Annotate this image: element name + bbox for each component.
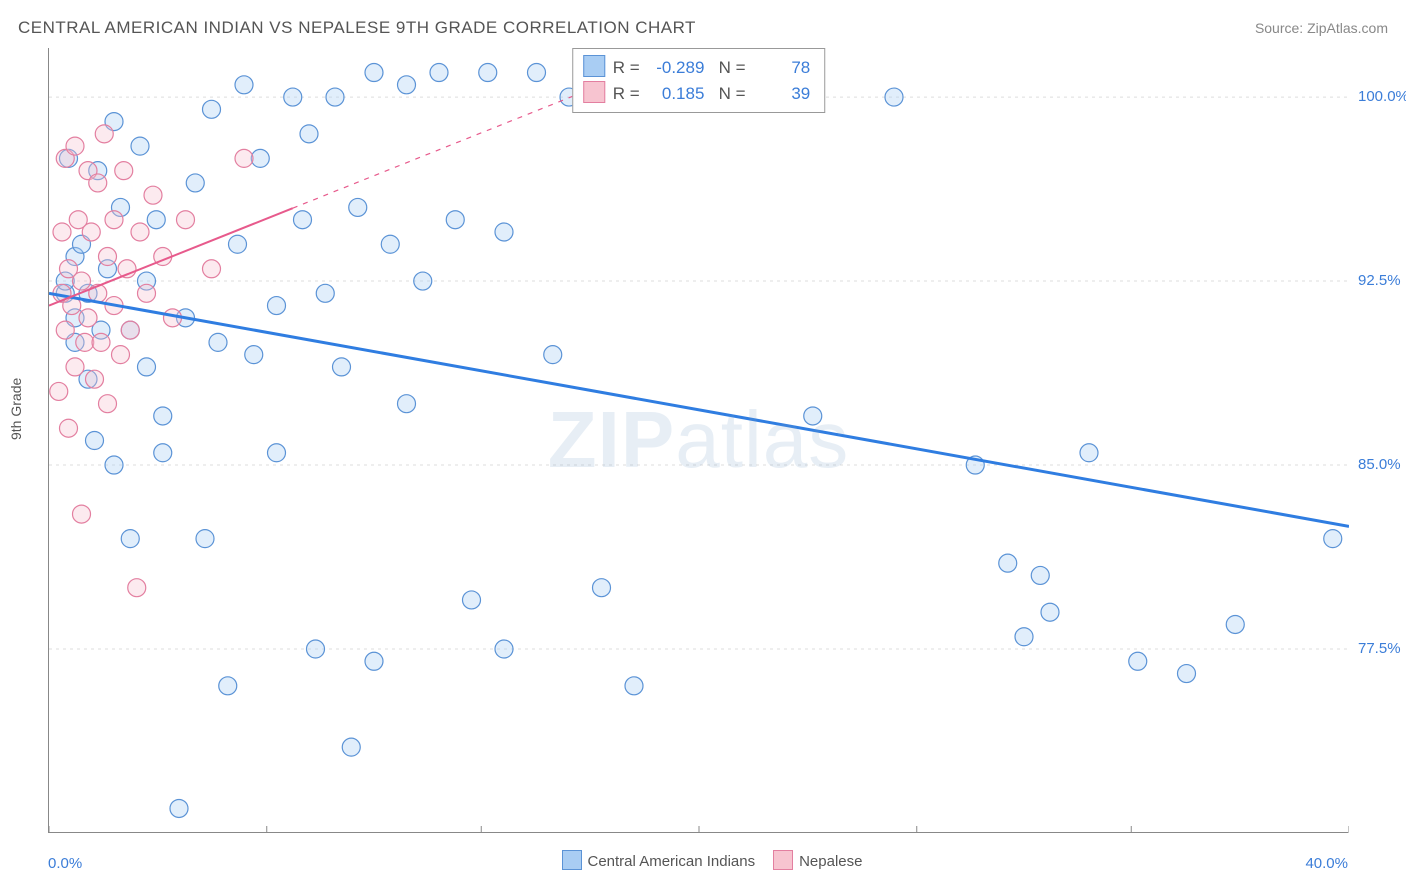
scatter-plot-svg [49, 48, 1349, 833]
chart-title: CENTRAL AMERICAN INDIAN VS NEPALESE 9TH … [18, 18, 696, 38]
y-tick-label: 100.0% [1358, 88, 1406, 105]
y-tick-label: 77.5% [1358, 640, 1406, 657]
legend-label: Nepalese [799, 853, 862, 870]
n-value: 39 [750, 81, 810, 107]
source-attribution: Source: ZipAtlas.com [1255, 20, 1388, 36]
legend-label: Central American Indians [588, 853, 756, 870]
y-tick-label: 92.5% [1358, 272, 1406, 289]
n-label: N = [719, 58, 746, 77]
r-value: 0.185 [644, 81, 704, 107]
legend-swatch [583, 55, 605, 77]
n-label: N = [719, 84, 746, 103]
plot-area: ZIPatlas R = -0.289 N = 78R = 0.185 N = … [48, 48, 1348, 833]
stats-row: R = -0.289 N = 78 [583, 55, 811, 81]
source-link[interactable]: ZipAtlas.com [1307, 20, 1388, 36]
stats-row: R = 0.185 N = 39 [583, 81, 811, 107]
y-axis-label: 9th Grade [8, 378, 24, 440]
r-label: R = [613, 84, 640, 103]
r-value: -0.289 [644, 55, 704, 81]
source-label: Source: [1255, 20, 1303, 36]
legend-swatch [583, 81, 605, 103]
correlation-stats-box: R = -0.289 N = 78R = 0.185 N = 39 [572, 48, 826, 113]
legend-swatch [562, 850, 582, 870]
r-label: R = [613, 58, 640, 77]
series-legend: Central American Indians Nepalese [0, 850, 1406, 870]
y-tick-label: 85.0% [1358, 456, 1406, 473]
legend-swatch [773, 850, 793, 870]
n-value: 78 [750, 55, 810, 81]
